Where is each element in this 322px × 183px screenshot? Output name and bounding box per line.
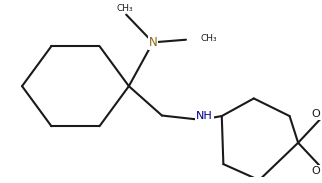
Text: N: N — [148, 36, 157, 49]
Text: NH: NH — [196, 111, 213, 121]
Text: O: O — [311, 109, 320, 119]
Text: CH₃: CH₃ — [201, 34, 218, 43]
Text: CH₃: CH₃ — [117, 4, 133, 13]
Text: O: O — [311, 166, 320, 176]
